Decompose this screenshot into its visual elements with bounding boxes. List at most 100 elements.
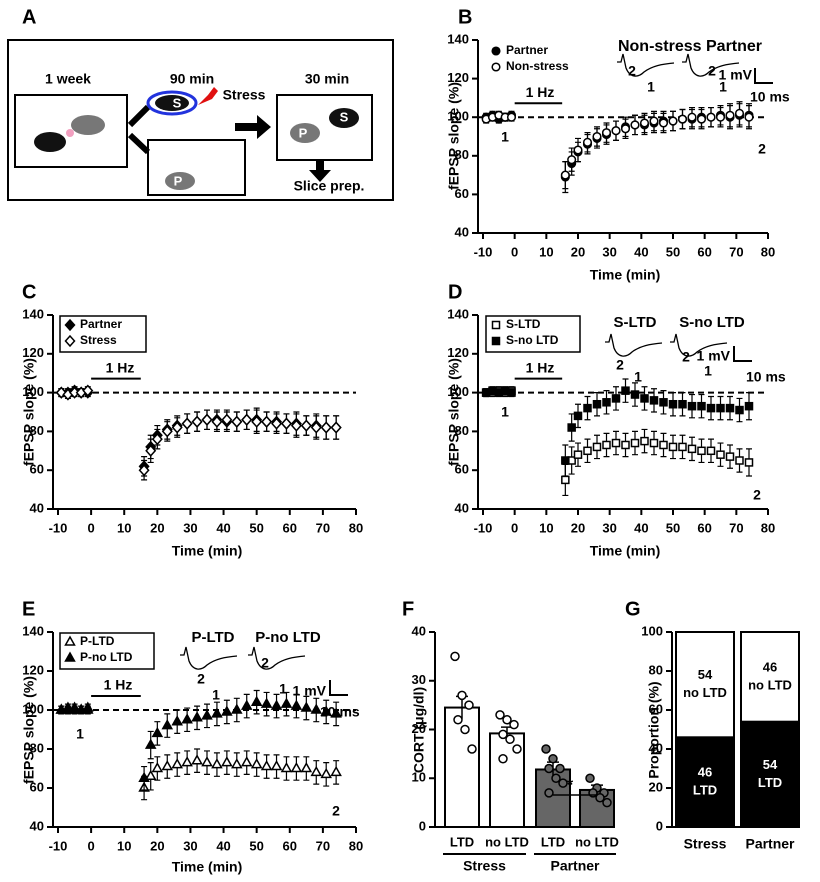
data-point xyxy=(498,754,508,764)
marker xyxy=(280,417,292,430)
marker xyxy=(320,705,332,716)
legend-label: Partner xyxy=(506,43,548,57)
trace xyxy=(248,646,306,670)
marker xyxy=(161,425,173,438)
marker xyxy=(611,438,621,448)
x-tick-label: no LTD xyxy=(575,834,619,849)
marker xyxy=(601,128,612,138)
annotation: 2 xyxy=(261,655,269,671)
y-axis-label: fEPSP slope (%) xyxy=(21,676,37,784)
x-tick-label: 60 xyxy=(697,520,711,535)
marker xyxy=(649,116,659,126)
x-tick-label: Partner xyxy=(745,836,795,852)
marker xyxy=(592,442,602,452)
restraint xyxy=(146,90,198,116)
x-tick-label: 50 xyxy=(249,838,263,853)
marker xyxy=(270,699,283,710)
label: P xyxy=(299,125,308,140)
marker xyxy=(611,126,621,136)
annotation: S-no LTD xyxy=(679,314,745,331)
marker xyxy=(171,758,183,769)
marker xyxy=(270,760,283,771)
x-tick-label: 30 xyxy=(183,520,197,535)
x-tick-label: Stress xyxy=(684,836,727,852)
diagram-frame xyxy=(7,39,394,201)
legend-marker xyxy=(491,320,501,330)
marker xyxy=(630,120,640,130)
scale-bar xyxy=(754,68,773,84)
marker xyxy=(68,703,81,714)
marker xyxy=(211,758,223,769)
annotation: P-no LTD xyxy=(255,629,321,646)
mouse-head xyxy=(66,129,74,137)
annotation: 1 xyxy=(76,726,84,742)
marker xyxy=(725,403,735,413)
data-point xyxy=(505,734,515,744)
mouse xyxy=(71,115,105,135)
annotation: 10 ms xyxy=(750,89,790,105)
marker xyxy=(330,421,342,434)
annotation: * xyxy=(567,777,574,794)
trace xyxy=(605,333,663,357)
marker xyxy=(687,401,697,411)
x-tick-label: 10 xyxy=(117,520,131,535)
marker xyxy=(560,170,570,180)
x-tick-label: 80 xyxy=(761,244,775,259)
marker xyxy=(151,433,163,446)
marker xyxy=(310,421,322,434)
label: Stress xyxy=(223,87,266,103)
marker xyxy=(744,458,754,467)
marker xyxy=(310,703,323,714)
panel-letter: C xyxy=(22,281,36,303)
x-tick-label: 0 xyxy=(87,520,94,535)
y-tick-label: 0 xyxy=(656,818,663,833)
data-point xyxy=(585,773,595,783)
marker xyxy=(592,399,602,409)
arrow xyxy=(235,115,271,139)
mouse xyxy=(329,108,359,128)
marker xyxy=(687,112,697,122)
trace xyxy=(180,646,238,670)
marker xyxy=(735,405,744,415)
annotation: 2 xyxy=(753,487,761,503)
annotation: 2 xyxy=(616,357,624,373)
marker xyxy=(300,701,313,712)
y-tick-label: 20 xyxy=(649,779,663,794)
marker xyxy=(630,390,640,399)
data-point xyxy=(502,715,512,725)
x-tick-label: 10 xyxy=(117,838,131,853)
panel-letter: B xyxy=(458,6,472,28)
annotation: 1 mV xyxy=(697,348,731,364)
marker xyxy=(696,114,707,124)
marker xyxy=(145,444,157,457)
marker xyxy=(82,701,94,712)
annotation: 1 Hz xyxy=(526,359,555,375)
annotation: 1 xyxy=(279,681,287,697)
marker xyxy=(171,715,183,726)
x-tick-label: 0 xyxy=(511,244,518,259)
marker xyxy=(659,398,668,407)
legend-marker xyxy=(64,318,76,332)
x-tick-label: 10 xyxy=(539,244,553,259)
y-tick-label: 40 xyxy=(412,623,426,638)
y-tick-label: 60 xyxy=(455,186,469,201)
marker xyxy=(221,705,233,716)
data-point xyxy=(602,797,612,808)
x-tick-label: 30 xyxy=(602,520,616,535)
group-label: Partner xyxy=(550,858,600,874)
label: Slice prep. xyxy=(294,178,365,194)
legend-label: S-no LTD xyxy=(506,333,559,347)
marker xyxy=(744,401,754,411)
y-tick-label: 120 xyxy=(22,345,44,360)
y-tick-label: 120 xyxy=(22,662,44,677)
marker xyxy=(583,403,592,413)
y-tick-label: 0 xyxy=(419,818,426,833)
x-tick-label: 20 xyxy=(150,520,164,535)
marker xyxy=(138,464,150,477)
annotation: 1 Hz xyxy=(106,359,135,375)
marker xyxy=(260,697,273,708)
y-axis-label: fEPSP slope (%) xyxy=(446,82,462,190)
annotation: 1 xyxy=(704,363,712,379)
y-tick-label: 40 xyxy=(30,500,44,515)
label: S xyxy=(173,95,182,110)
